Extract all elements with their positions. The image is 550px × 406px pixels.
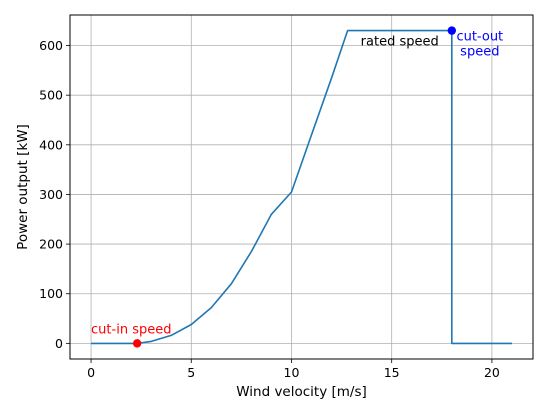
marker-layer: [132, 26, 457, 348]
series-layer: [91, 29, 512, 345]
y-tick-label: 0: [55, 336, 63, 351]
y-tick-label: 100: [39, 286, 63, 301]
x-tick-label: 15: [384, 365, 400, 380]
cut-in-label: cut-in speed: [91, 322, 171, 337]
y-axis-ticks: 0 100 200 300 400 500 600: [39, 38, 70, 351]
cut-out-label-line: speed: [460, 45, 499, 60]
x-axis-label: Wind velocity [m/s]: [236, 384, 367, 400]
y-tick-label: 400: [39, 137, 63, 152]
grid: [70, 15, 533, 359]
power-curve-line: [91, 29, 512, 345]
y-tick-label: 300: [39, 187, 63, 202]
x-tick-label: 20: [484, 365, 500, 380]
x-axis-ticks: 0 5 10 15 20: [87, 359, 500, 380]
cut-out-label-line: cut-out: [456, 30, 503, 45]
x-tick-label: 5: [187, 365, 195, 380]
x-tick-label: 0: [87, 365, 95, 380]
plot-frame: [69, 14, 534, 360]
y-tick-label: 600: [39, 38, 63, 53]
y-tick-label: 500: [39, 88, 63, 103]
cut-in-marker: [132, 339, 142, 348]
x-tick-label: 10: [284, 365, 300, 380]
rated-speed-label: rated speed: [361, 35, 439, 50]
y-tick-label: 200: [39, 237, 63, 252]
y-axis-label: Power output [kW]: [15, 124, 31, 250]
cut-out-marker: [447, 26, 457, 35]
